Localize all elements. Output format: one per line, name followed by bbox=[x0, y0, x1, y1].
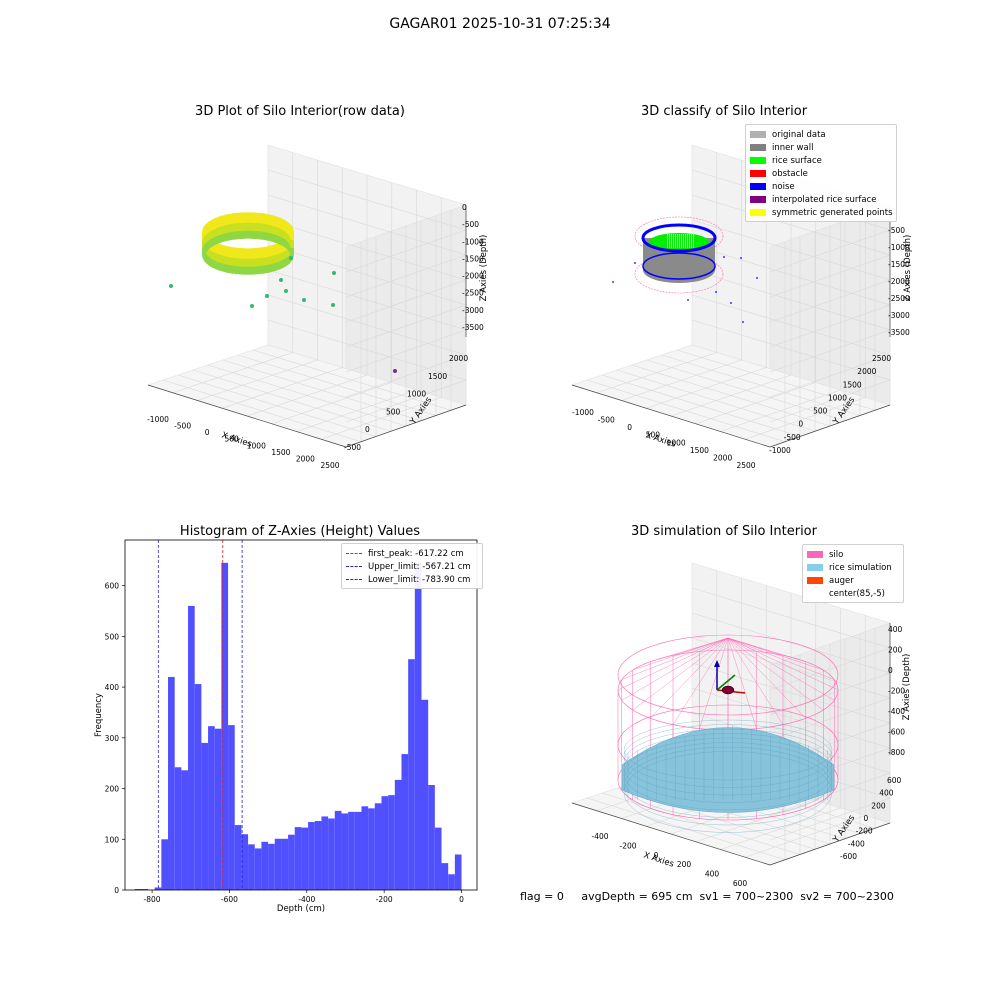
y-tick: 600 bbox=[887, 776, 902, 785]
legend-swatch bbox=[807, 590, 823, 597]
legend-label: auger bbox=[829, 575, 854, 586]
z-tick: 0 bbox=[888, 666, 893, 675]
status-footer: flag = 0 avgDepth = 695 cm sv1 = 700~230… bbox=[520, 890, 894, 903]
legend-swatch bbox=[807, 564, 823, 571]
z-tick: -600 bbox=[888, 728, 905, 737]
panel4-legend: silo rice simulation auger center(85,-5) bbox=[802, 544, 904, 603]
x-tick: 200 bbox=[677, 860, 692, 869]
y-tick: 200 bbox=[871, 801, 886, 810]
y-tick: 400 bbox=[879, 789, 894, 798]
legend-label: rice simulation bbox=[829, 562, 892, 573]
x-tick: -200 bbox=[619, 841, 636, 850]
legend-item: silo bbox=[807, 548, 899, 561]
panel1-axes-box bbox=[147, 144, 467, 448]
y-tick: 0 bbox=[864, 814, 869, 823]
figure-title: GAGAR01 2025-10-31 07:25:34 bbox=[389, 16, 611, 32]
legend-item: rice simulation bbox=[807, 561, 899, 574]
legend-label: center(85,-5) bbox=[829, 588, 885, 599]
auger-center bbox=[721, 685, 735, 695]
x-tick: -400 bbox=[591, 832, 608, 841]
panel4-xlabel: X Axies bbox=[642, 850, 675, 869]
y-tick: -400 bbox=[848, 839, 865, 848]
z-tick: 400 bbox=[888, 625, 903, 634]
legend-item: center(85,-5) bbox=[807, 587, 899, 600]
x-tick: 600 bbox=[733, 879, 748, 888]
legend-swatch bbox=[807, 551, 823, 558]
legend-label: silo bbox=[829, 549, 844, 560]
x-tick: 400 bbox=[705, 870, 720, 879]
z-tick: 200 bbox=[888, 646, 903, 655]
y-tick: -200 bbox=[856, 827, 873, 836]
panel4-zlabel: Z Axies (Depth) bbox=[902, 654, 912, 721]
y-tick: -600 bbox=[840, 852, 857, 861]
z-tick: -800 bbox=[888, 748, 905, 757]
panel1-points bbox=[169, 212, 397, 373]
legend-swatch bbox=[807, 577, 823, 584]
legend-item: auger bbox=[807, 574, 899, 587]
panel1-title: 3D Plot of Silo Interior(row data) bbox=[195, 104, 405, 119]
